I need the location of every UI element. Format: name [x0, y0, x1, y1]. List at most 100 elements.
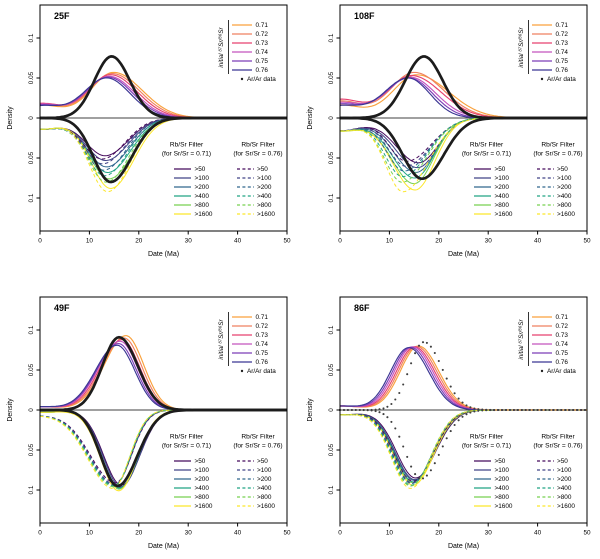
- filter-legend-col1-title: Rb/Sr Filter: [170, 434, 204, 441]
- x-tick-label: 20: [435, 238, 443, 245]
- sr-legend-label: 0.71: [556, 314, 569, 321]
- y-tick-label: 0.05: [328, 151, 335, 164]
- filter-solid-label: >100: [495, 175, 510, 182]
- x-tick-label: 20: [135, 530, 143, 537]
- filter-legend-col1-title: Rb/Sr Filter: [470, 434, 504, 441]
- filter-legend-col2-subtitle: (for Sr/Sr = 0.76): [533, 443, 582, 450]
- filter-legend-col1-subtitle: (for Sr/Sr = 0.71): [162, 151, 211, 158]
- filter-legend-col2-title: Rb/Sr Filter: [541, 434, 575, 441]
- y-tick-label: 0.1: [28, 33, 35, 42]
- filter-solid-label: >100: [195, 467, 210, 474]
- filter-legend-col1-title: Rb/Sr Filter: [170, 142, 204, 149]
- arar-marker-icon: [240, 369, 244, 373]
- filter-dashed-label: >200: [257, 476, 272, 483]
- sr-curve-0.74: [340, 346, 587, 411]
- filter-dashed-label: >800: [257, 202, 272, 209]
- sr-legend-label: 0.75: [556, 58, 569, 65]
- sr-legend-label: 0.74: [556, 49, 569, 56]
- x-tick-label: 50: [583, 530, 591, 537]
- sr-legend-label: 0.75: [256, 350, 269, 357]
- filter-legend-col1-subtitle: (for Sr/Sr = 0.71): [462, 443, 511, 450]
- filter-dashed-label: >50: [557, 166, 568, 173]
- sr-legend-label: 0.74: [256, 341, 269, 348]
- x-axis-label: Date (Ma): [448, 251, 479, 258]
- x-tick-label: 10: [86, 530, 94, 537]
- panel-108F: 0 10 20 30 40 50 0.1 0.05 0 0.05 0.1 Date (Ma) Densi…: [307, 4, 591, 258]
- filter-dashed-label: >1600: [257, 211, 275, 218]
- filter-solid-curve->800: [40, 409, 287, 490]
- y-tick-label: 0.05: [328, 363, 335, 376]
- sr-legend-title: initial ⁸⁷Sr/⁸⁶Sr: [518, 318, 525, 359]
- x-tick-label: 20: [135, 238, 143, 245]
- x-tick-label: 50: [583, 238, 591, 245]
- sr-legend-label: 0.73: [256, 40, 269, 47]
- sr-legend-title: initial ⁸⁷Sr/⁸⁶Sr: [218, 26, 225, 67]
- panel-title: 86F: [354, 303, 370, 313]
- sr-legend-label: 0.76: [556, 67, 569, 74]
- sr-curve-0.72: [340, 345, 587, 411]
- filter-dashed-label: >100: [557, 175, 572, 182]
- panel-title: 108F: [354, 11, 375, 21]
- x-tick-label: 10: [386, 530, 394, 537]
- x-axis-label: Date (Ma): [148, 251, 179, 258]
- sr-legend-label: 0.71: [256, 314, 269, 321]
- filter-dashed-label: >1600: [257, 503, 275, 510]
- x-tick-label: 30: [185, 238, 193, 245]
- filter-legend-col2-title: Rb/Sr Filter: [541, 142, 575, 149]
- filter-dashed-label: >100: [257, 175, 272, 182]
- sr-legend-label: 0.71: [256, 22, 269, 29]
- filter-dashed-label: >200: [557, 184, 572, 191]
- panel-25F: 0 10 20 30 40 50 0.1 0.05 0 0.05 0.1 Date (Ma) Densi…: [7, 4, 291, 258]
- panel-86F: 0 10 20 30 40 50 0.1 0.05 0 0.05 0.1 Date (Ma) Densi…: [307, 296, 591, 550]
- filter-dashed-label: >800: [557, 494, 572, 501]
- filter-dashed-label: >50: [257, 458, 268, 465]
- filter-solid-label: >400: [195, 485, 210, 492]
- y-tick-label: 0.1: [328, 325, 335, 334]
- y-tick-label: 0.1: [28, 325, 35, 334]
- y-axis-label: Density: [307, 106, 314, 130]
- y-axis-label: Density: [307, 398, 314, 422]
- filter-dashed-label: >100: [557, 467, 572, 474]
- sr-legend: 0.71 0.72 0.73 0.74 0.75 0.76 initial ⁸⁷Sr/⁸⁶S…: [218, 20, 276, 83]
- x-axis-label: Date (Ma): [448, 543, 479, 550]
- filter-solid-label: >100: [195, 175, 210, 182]
- arar-marker-icon: [240, 77, 244, 81]
- filter-solid-label: >1600: [195, 211, 213, 218]
- sr-legend-title: initial ⁸⁷Sr/⁸⁶Sr: [218, 318, 225, 359]
- filter-dashed-curve->800: [339, 117, 587, 183]
- sr-legend-label: 0.73: [556, 40, 569, 47]
- y-tick-label: 0.05: [328, 443, 335, 456]
- filter-legend-col1-subtitle: (for Sr/Sr = 0.71): [462, 151, 511, 158]
- x-tick-label: 30: [485, 238, 493, 245]
- arar-legend-label: Ar/Ar data: [247, 76, 276, 83]
- filter-dashed-label: >400: [257, 193, 272, 200]
- x-tick-label: 0: [338, 238, 342, 245]
- filter-solid-label: >200: [495, 184, 510, 191]
- y-tick-label: 0.05: [28, 71, 35, 84]
- sr-legend-label: 0.72: [256, 31, 269, 38]
- filter-dashed-label: >800: [257, 494, 272, 501]
- plot-area: [39, 335, 287, 492]
- y-tick-label: 0: [28, 408, 35, 412]
- sr-legend-label: 0.73: [256, 332, 269, 339]
- filter-solid-label: >800: [495, 202, 510, 209]
- y-tick-label: 0.1: [28, 485, 35, 494]
- panel-title: 25F: [54, 11, 70, 21]
- x-tick-label: 40: [234, 530, 242, 537]
- filter-solid-label: >50: [195, 166, 206, 173]
- x-axis-label: Date (Ma): [148, 543, 179, 550]
- filter-dashed-curve->100: [40, 117, 287, 165]
- filter-legend-col2-title: Rb/Sr Filter: [241, 434, 275, 441]
- filter-solid-label: >200: [195, 476, 210, 483]
- y-tick-label: 0.05: [28, 363, 35, 376]
- arar-lower-curve: [40, 116, 287, 184]
- panel-49F: 0 10 20 30 40 50 0.1 0.05 0 0.05 0.1 Date (Ma) Densi…: [7, 296, 291, 550]
- filter-legend: Rb/Sr Filter (for Sr/Sr = 0.71) Rb/Sr Filt…: [462, 142, 583, 219]
- filter-dashed-label: >1600: [557, 211, 575, 218]
- x-tick-label: 40: [234, 238, 242, 245]
- sr-curve-0.73: [340, 346, 587, 411]
- sr-legend-label: 0.76: [256, 67, 269, 74]
- sr-curve-0.74: [40, 340, 287, 411]
- sr-curve-0.71: [340, 345, 587, 411]
